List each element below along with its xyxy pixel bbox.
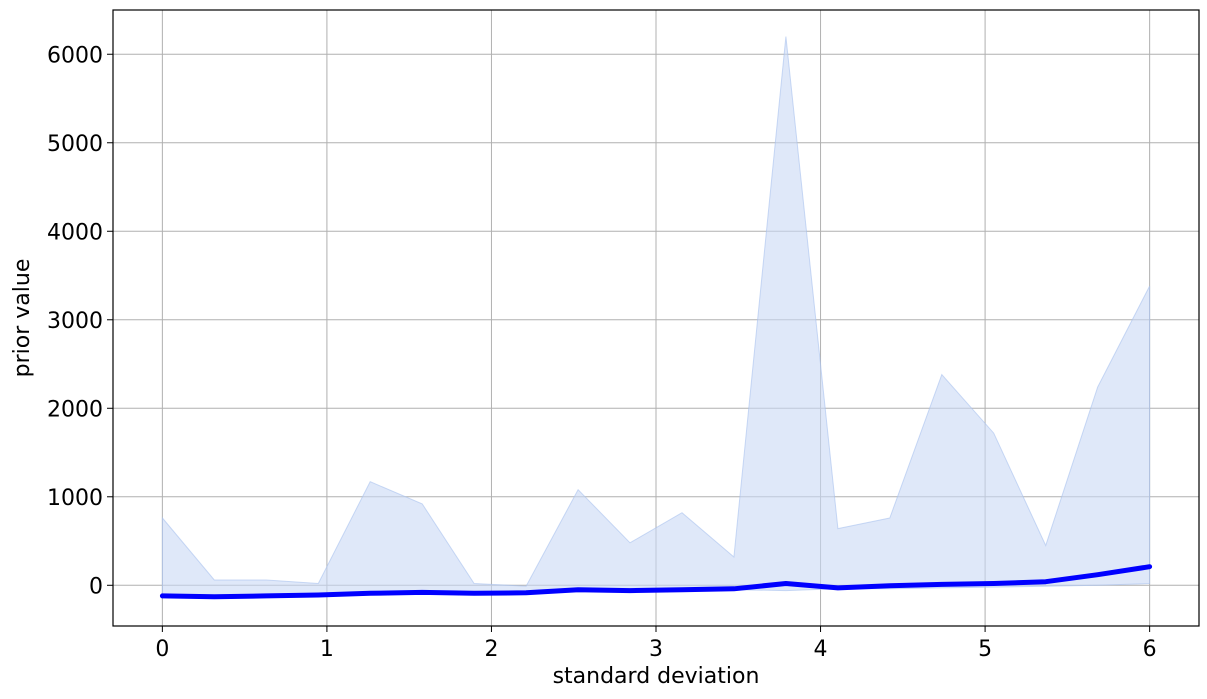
y-tick-label: 0 bbox=[89, 574, 103, 599]
y-tick-label: 5000 bbox=[47, 132, 103, 157]
y-axis: 0 1000 2000 3000 4000 5000 6000 bbox=[47, 43, 113, 599]
y-tick-label: 1000 bbox=[47, 486, 103, 511]
y-tick-label: 6000 bbox=[47, 43, 103, 68]
x-tick-label: 5 bbox=[978, 637, 992, 662]
x-axis-label: standard deviation bbox=[553, 664, 760, 689]
x-tick-label: 2 bbox=[484, 637, 498, 662]
x-tick-label: 3 bbox=[649, 637, 663, 662]
x-tick-label: 1 bbox=[320, 637, 334, 662]
y-tick-label: 2000 bbox=[47, 397, 103, 422]
x-tick-label: 6 bbox=[1143, 637, 1157, 662]
x-tick-label: 0 bbox=[155, 637, 169, 662]
x-tick-label: 4 bbox=[814, 637, 828, 662]
y-axis-label: prior value bbox=[10, 259, 35, 378]
x-axis: 0 1 2 3 4 5 6 bbox=[155, 626, 1157, 662]
mean-line bbox=[159, 564, 1153, 600]
y-tick-label: 4000 bbox=[47, 220, 103, 245]
y-tick-label: 3000 bbox=[47, 309, 103, 334]
